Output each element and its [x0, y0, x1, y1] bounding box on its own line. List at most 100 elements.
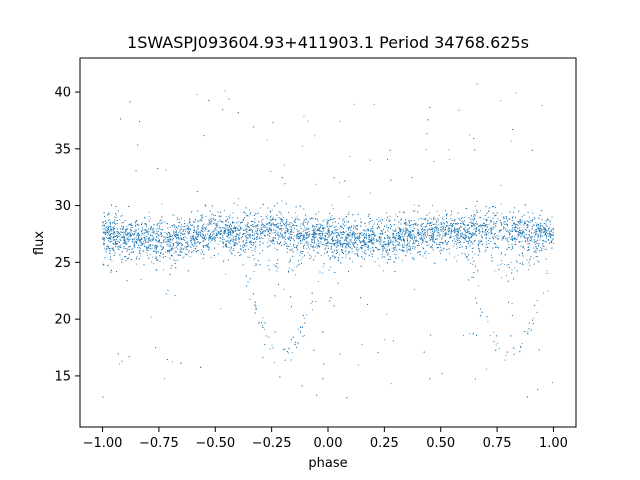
data-point: [368, 233, 370, 235]
data-point: [460, 230, 462, 232]
data-point: [549, 220, 551, 222]
data-point: [305, 314, 307, 316]
data-point: [287, 229, 289, 230]
data-point: [494, 223, 496, 225]
data-point: [420, 243, 422, 245]
data-point: [386, 313, 388, 315]
data-point: [431, 236, 433, 238]
data-point: [459, 235, 461, 237]
data-point: [162, 269, 164, 271]
data-point: [512, 347, 514, 349]
data-point: [116, 238, 118, 240]
data-point: [519, 223, 521, 225]
data-point: [287, 233, 289, 235]
data-point: [409, 245, 411, 247]
data-point: [389, 215, 391, 217]
data-point: [464, 237, 466, 239]
data-point: [275, 266, 277, 268]
data-point: [521, 241, 523, 242]
data-point: [463, 217, 465, 218]
data-point: [394, 237, 396, 239]
data-point: [389, 243, 391, 245]
data-point: [521, 343, 523, 345]
data-point: [277, 234, 279, 236]
data-point: [181, 224, 183, 225]
data-point: [394, 230, 396, 232]
data-point: [441, 228, 443, 230]
data-point: [323, 228, 325, 230]
data-point: [169, 234, 171, 236]
data-point: [184, 233, 186, 234]
data-point: [473, 277, 474, 278]
data-point: [271, 209, 273, 211]
data-point: [257, 223, 259, 225]
data-point: [513, 347, 515, 349]
data-point: [119, 363, 121, 365]
data-point: [357, 239, 359, 240]
data-point: [413, 241, 414, 243]
data-point: [102, 243, 104, 245]
data-point: [454, 227, 456, 229]
data-point: [368, 223, 370, 225]
data-point: [424, 238, 426, 240]
data-point: [546, 219, 548, 221]
data-point: [107, 237, 109, 239]
data-point: [248, 248, 249, 250]
data-point: [544, 233, 546, 235]
data-point: [540, 232, 542, 233]
data-point: [157, 227, 159, 229]
data-point: [345, 231, 347, 233]
data-point: [422, 235, 424, 237]
data-point: [550, 241, 552, 243]
data-point: [443, 233, 445, 235]
data-point: [312, 224, 313, 226]
data-point: [118, 235, 120, 237]
data-point: [384, 231, 386, 233]
data-point: [150, 316, 152, 318]
data-point: [104, 247, 106, 249]
data-point: [469, 333, 471, 335]
data-point: [249, 213, 251, 215]
data-point: [132, 233, 134, 234]
data-point: [381, 230, 383, 232]
data-point: [459, 243, 461, 245]
data-point: [336, 229, 338, 231]
data-point: [515, 244, 517, 245]
data-point: [162, 221, 164, 223]
data-point: [482, 231, 484, 233]
data-point: [185, 247, 187, 249]
data-point: [124, 238, 126, 240]
data-point: [318, 227, 320, 229]
data-point: [153, 238, 154, 240]
data-point: [492, 238, 494, 240]
data-point: [516, 236, 518, 238]
data-point: [330, 243, 332, 244]
data-point: [331, 204, 333, 206]
data-point: [239, 234, 241, 236]
data-point: [392, 233, 393, 235]
data-point: [360, 218, 362, 220]
data-point: [296, 215, 298, 217]
data-point: [256, 264, 258, 266]
data-point: [201, 226, 203, 228]
data-point: [323, 230, 325, 232]
data-point: [203, 224, 205, 225]
data-point: [387, 245, 389, 247]
data-point: [450, 235, 452, 237]
data-point: [509, 229, 511, 231]
data-point: [184, 220, 186, 222]
data-point: [170, 248, 172, 250]
data-point: [384, 339, 386, 341]
data-point: [430, 235, 432, 237]
data-point: [407, 224, 409, 226]
data-point: [228, 215, 230, 217]
data-point: [205, 234, 207, 236]
data-point: [497, 264, 499, 266]
data-point: [395, 214, 397, 216]
data-point: [129, 233, 131, 235]
data-point: [122, 227, 124, 228]
data-point: [392, 229, 394, 231]
data-point: [291, 217, 293, 219]
data-point: [283, 289, 285, 290]
data-point: [316, 230, 318, 232]
